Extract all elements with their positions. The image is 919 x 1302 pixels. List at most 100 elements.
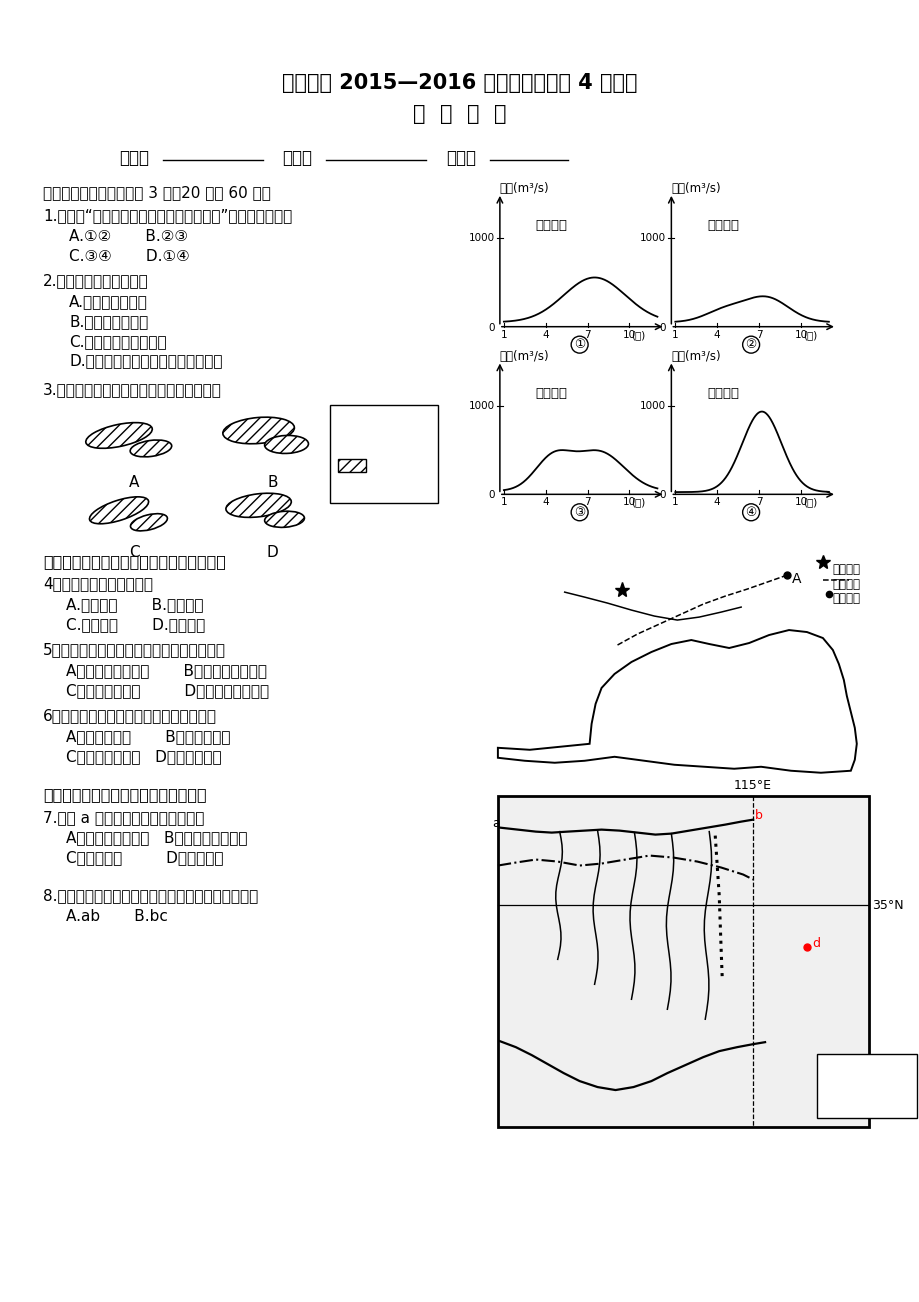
Text: 天全中学 2015—2016 学年下期高二第 4 周周考: 天全中学 2015—2016 学年下期高二第 4 周周考 (282, 73, 637, 94)
Bar (338, 460, 366, 473)
Text: b: b (754, 809, 762, 822)
Text: 成绩：: 成绩： (446, 148, 475, 167)
Text: 5．图中河流支流沿岐谷地的主要形成原因是: 5．图中河流支流沿岐谷地的主要形成原因是 (43, 642, 226, 658)
Text: 河流: 河流 (850, 1087, 865, 1100)
Ellipse shape (130, 514, 167, 531)
Text: 3.下列图示的湖泊（或湖群）为咏水湖的是: 3.下列图示的湖泊（或湖群）为咏水湖的是 (43, 383, 221, 397)
FancyBboxPatch shape (816, 1055, 915, 1118)
Text: 运河: 运河 (850, 1101, 865, 1115)
Text: 0: 0 (488, 323, 494, 333)
FancyBboxPatch shape (330, 405, 437, 504)
Text: 115°E: 115°E (733, 779, 771, 792)
Ellipse shape (222, 417, 294, 444)
Bar (497, 796, 868, 1128)
Text: 一、单项选择题（每小题 3 分，20 题共 60 分）: 一、单项选择题（每小题 3 分，20 题共 60 分） (43, 185, 271, 201)
Text: 4: 4 (713, 329, 720, 340)
Text: A．河流的沉积作用       B．河流的侵蚀作用: A．河流的沉积作用 B．河流的侵蚀作用 (66, 663, 267, 678)
Text: 受水城市: 受水城市 (832, 592, 860, 605)
Text: 4: 4 (542, 497, 549, 508)
Text: 1: 1 (500, 497, 506, 508)
Text: (月): (月) (630, 329, 645, 340)
Text: 7: 7 (584, 329, 590, 340)
Text: 7: 7 (755, 497, 762, 508)
Ellipse shape (89, 497, 149, 523)
Text: 7.图中 a 河流以南区域的地势主要为: 7.图中 a 河流以南区域的地势主要为 (43, 810, 204, 824)
Text: 10: 10 (622, 329, 635, 340)
Text: D.印度洋北部洋流呼逆时针方向流动: D.印度洋北部洋流呼逆时针方向流动 (69, 354, 222, 368)
Text: 水利枢纽: 水利枢纽 (832, 564, 860, 577)
Text: 姓名：: 姓名： (282, 148, 312, 167)
Text: 35°N: 35°N (871, 898, 902, 911)
Text: 东北地区: 东北地区 (535, 387, 567, 400)
Text: 7: 7 (755, 329, 762, 340)
Text: A.地中海沿岸多雨: A.地中海沿岸多雨 (69, 294, 148, 309)
Text: 8.图中所示河流中近年来具有内河航运能力的河段是: 8.图中所示河流中近年来具有内河航运能力的河段是 (43, 888, 258, 904)
Text: 0: 0 (488, 491, 494, 500)
Text: (月): (月) (630, 497, 645, 508)
Text: 1.右图是“我国四个地区河流流量过程线图”，其中正确的是: 1.右图是“我国四个地区河流流量过程线图”，其中正确的是 (43, 208, 292, 223)
Text: C．东高西低         D．西高东低: C．东高西低 D．西高东低 (66, 850, 223, 866)
Text: 流量(m³/s): 流量(m³/s) (499, 350, 549, 363)
Ellipse shape (130, 440, 172, 457)
Text: 1: 1 (671, 497, 678, 508)
Text: 7: 7 (584, 497, 590, 508)
Text: 1000: 1000 (640, 233, 665, 243)
Text: 江南地区: 江南地区 (535, 219, 567, 232)
Text: C: C (129, 546, 139, 560)
Text: C.引滦入津       D.引滦入唐: C.引滦入津 D.引滦入唐 (66, 617, 205, 631)
Text: 图例: 图例 (340, 411, 357, 426)
Text: C.③④       D.①④: C.③④ D.①④ (69, 249, 189, 264)
Text: 2.塔里木河进入丰水期时: 2.塔里木河进入丰水期时 (43, 273, 149, 288)
Text: A．西北高，东南低   B．东北高，西南低: A．西北高，东南低 B．东北高，西南低 (66, 831, 247, 845)
Text: 河流: 河流 (372, 427, 389, 440)
Text: a: a (492, 818, 499, 831)
Text: D: D (267, 546, 278, 560)
Text: C．黑龙江、长江   D．长江、淮河: C．黑龙江、长江 D．长江、淮河 (66, 749, 221, 764)
Text: 省界: 省界 (850, 1073, 865, 1086)
Text: A.①②       B.②③: A.①② B.②③ (69, 229, 188, 243)
Text: B.新西兰正値夏季: B.新西兰正値夏季 (69, 314, 148, 328)
Text: 流量(m³/s): 流量(m³/s) (671, 182, 720, 195)
Text: A.ab       B.bc: A.ab B.bc (66, 910, 168, 924)
Text: 等高线: 等高线 (372, 447, 397, 461)
Text: ③: ③ (573, 505, 584, 518)
Text: 0: 0 (659, 491, 665, 500)
Text: 10: 10 (793, 497, 807, 508)
Text: 1000: 1000 (469, 401, 494, 411)
Ellipse shape (265, 435, 308, 453)
Text: 4: 4 (713, 497, 720, 508)
Text: 流量(m³/s): 流量(m³/s) (499, 182, 549, 195)
Text: 图 例: 图 例 (828, 1061, 848, 1074)
Text: 西北地区: 西北地区 (707, 387, 739, 400)
Text: d: d (811, 937, 819, 950)
Text: C.印度半岛盛行西南风: C.印度半岛盛行西南风 (69, 333, 166, 349)
Text: 10: 10 (793, 329, 807, 340)
Text: C．断裂下沉作用         D．风力的侵蚀作用: C．断裂下沉作用 D．风力的侵蚀作用 (66, 684, 269, 698)
Text: 流量(m³/s): 流量(m³/s) (671, 350, 720, 363)
Text: 右图为我国某区域图，读图回答问题。: 右图为我国某区域图，读图回答问题。 (43, 786, 207, 802)
Text: 引水路线: 引水路线 (832, 578, 860, 591)
Text: ②: ② (744, 339, 756, 352)
Text: 1: 1 (500, 329, 506, 340)
Ellipse shape (85, 423, 153, 448)
Text: 地  理  试  题: 地 理 试 题 (413, 104, 506, 124)
Text: 右图是某引水工程示意图，据图回答问题。: 右图是某引水工程示意图，据图回答问题。 (43, 555, 226, 569)
Text: A．长江、长江       B．长江、珠江: A．长江、长江 B．长江、珠江 (66, 729, 231, 743)
Text: A.引黄济青       B.引黄入晋: A.引黄济青 B.引黄入晋 (66, 598, 203, 612)
Ellipse shape (226, 493, 291, 517)
Text: 10: 10 (622, 497, 635, 508)
Text: 湖泊: 湖泊 (372, 469, 389, 482)
Text: B: B (267, 475, 278, 491)
Text: 班级：: 班级： (119, 148, 149, 167)
Text: 华北地区: 华北地区 (707, 219, 739, 232)
Text: 0: 0 (659, 323, 665, 333)
Text: A: A (129, 475, 139, 491)
Text: (月): (月) (802, 497, 816, 508)
Text: 1: 1 (671, 329, 678, 340)
Text: (月): (月) (802, 329, 816, 340)
Text: 1000: 1000 (640, 401, 665, 411)
Text: 6．我国水量最大、汛期最长的河流分别是: 6．我国水量最大、汛期最长的河流分别是 (43, 708, 217, 723)
Text: A: A (791, 572, 800, 586)
Text: 4: 4 (542, 329, 549, 340)
Ellipse shape (265, 512, 304, 527)
